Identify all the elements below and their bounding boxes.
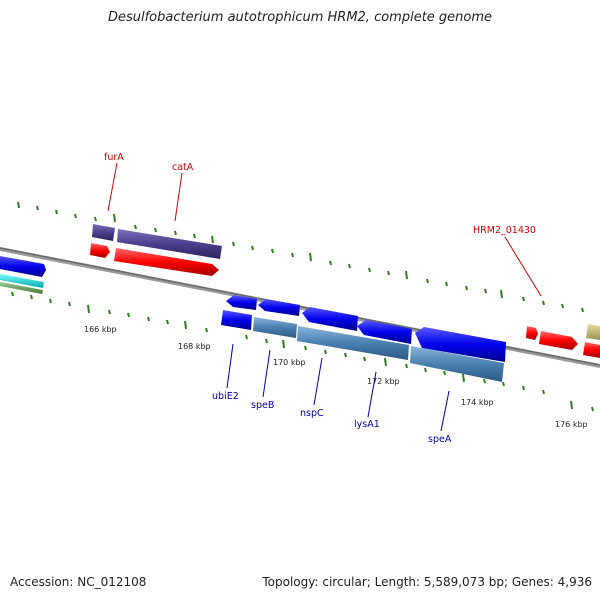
accession-text: Accession: NC_012108	[10, 575, 147, 589]
scale-labels: 166 kbp 168 kbp 170 kbp 172 kbp 174 kbp …	[84, 325, 588, 429]
gene-label-furA: furA	[104, 152, 124, 163]
speB-gene	[253, 317, 297, 338]
gene-label-speB: speB	[251, 400, 274, 411]
catA-gene	[117, 229, 222, 259]
catA-cds	[114, 248, 219, 276]
scale-label: 170 kbp	[273, 358, 306, 367]
gene-labels-bottom: ubiE2 speB nspC lysA1 speA	[212, 391, 452, 445]
scale-label: 166 kbp	[84, 325, 117, 334]
furA-gene	[92, 224, 115, 241]
HRM2_01430-cds	[539, 331, 578, 350]
genome-summary-text: Topology: circular; Length: 5,589,073 bp…	[262, 575, 592, 589]
gene-label-speA: speA	[428, 434, 452, 445]
scale-label: 168 kbp	[178, 342, 211, 351]
right-small-cds	[526, 326, 538, 340]
gene-label-catA: catA	[172, 162, 194, 173]
ubiE2-cds-b	[221, 310, 252, 330]
left-edge-features	[0, 256, 46, 294]
scale-label: 176 kbp	[555, 420, 588, 429]
furA-cds	[90, 243, 110, 258]
scale-label: 172 kbp	[367, 377, 400, 386]
speB-cds	[258, 299, 300, 316]
backbone	[0, 247, 600, 368]
leader-lines	[107, 162, 542, 432]
gene-label-lysA1: lysA1	[354, 419, 380, 430]
forward-features	[90, 224, 600, 358]
nspC-lysA1-gene	[297, 326, 409, 360]
speA-cds	[415, 327, 506, 362]
gene-label-nspC: nspC	[300, 408, 324, 419]
right-edge-gene	[586, 324, 600, 340]
gene-labels-top: furA catA HRM2_01430	[104, 152, 536, 236]
reverse-features	[221, 295, 506, 382]
scale-label: 174 kbp	[461, 398, 494, 407]
ubiE2-cds-a	[226, 295, 257, 310]
gene-label-ubiE2: ubiE2	[212, 391, 239, 402]
lysA1-cds	[357, 320, 412, 344]
nspC-cds	[302, 307, 358, 331]
upper-tick-track	[17, 201, 584, 313]
speA-gene	[410, 346, 504, 382]
gene-label-HRM2_01430: HRM2_01430	[473, 225, 536, 236]
map-title: Desulfobacterium autotrophicum HRM2, com…	[107, 10, 493, 25]
lower-tick-track	[11, 291, 594, 412]
right-edge-cds	[583, 342, 600, 358]
